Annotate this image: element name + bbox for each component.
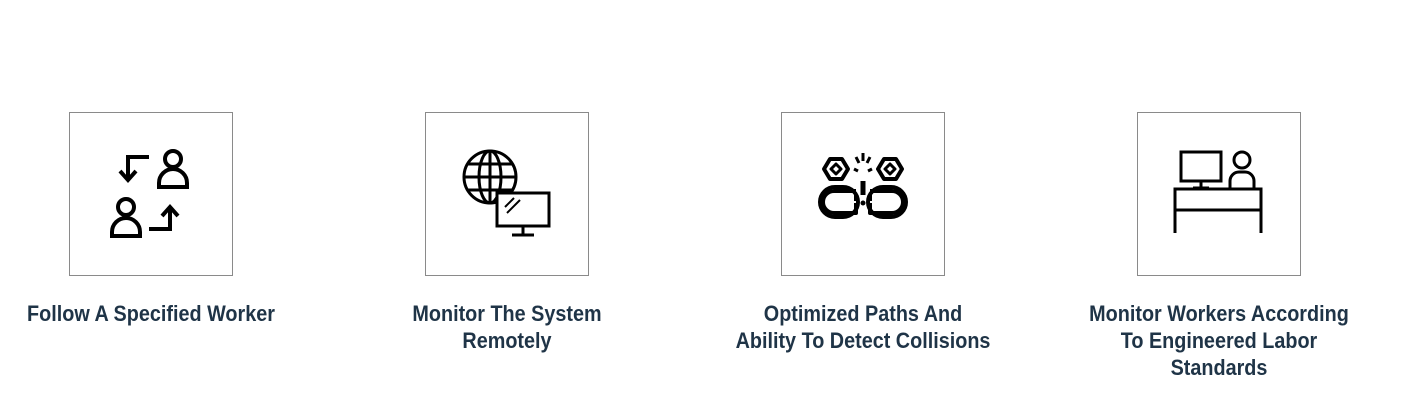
feature-title: Follow A Specified Worker xyxy=(16,300,286,327)
feature-title-line: Monitor Workers According xyxy=(1089,301,1349,326)
feature-title-line: Optimized Paths And xyxy=(763,301,963,326)
feature-card-follow-worker: Follow A Specified Worker xyxy=(1,112,301,327)
swap-workers-icon xyxy=(110,149,189,238)
feature-icon-box xyxy=(781,112,945,276)
feature-title: Monitor Workers According To Engineered … xyxy=(1084,300,1354,381)
feature-card-labor-standards: Monitor Workers According To Engineered … xyxy=(1069,112,1369,381)
feature-card-remote-monitoring: Monitor The System Remotely xyxy=(357,112,657,354)
worker-desk-icon xyxy=(1173,150,1263,233)
globe-monitor-icon xyxy=(462,149,551,237)
collision-warning-icon xyxy=(818,153,908,219)
feature-icon-box xyxy=(425,112,589,276)
feature-title-line: To Engineered Labor xyxy=(1120,328,1318,353)
feature-title-line: Follow A Specified Worker xyxy=(27,301,275,326)
feature-icon-box xyxy=(69,112,233,276)
feature-title: Monitor The System Remotely xyxy=(372,300,642,354)
feature-icon-box xyxy=(1137,112,1301,276)
feature-title-line: Ability To Detect Collisions xyxy=(735,328,991,353)
feature-title-line: Monitor The System xyxy=(412,301,602,326)
feature-title-line: Remotely xyxy=(462,328,552,353)
feature-card-collision-detection: Optimized Paths And Ability To Detect Co… xyxy=(713,112,1013,354)
feature-title-line: Standards xyxy=(1170,355,1268,380)
feature-title: Optimized Paths And Ability To Detect Co… xyxy=(728,300,998,354)
